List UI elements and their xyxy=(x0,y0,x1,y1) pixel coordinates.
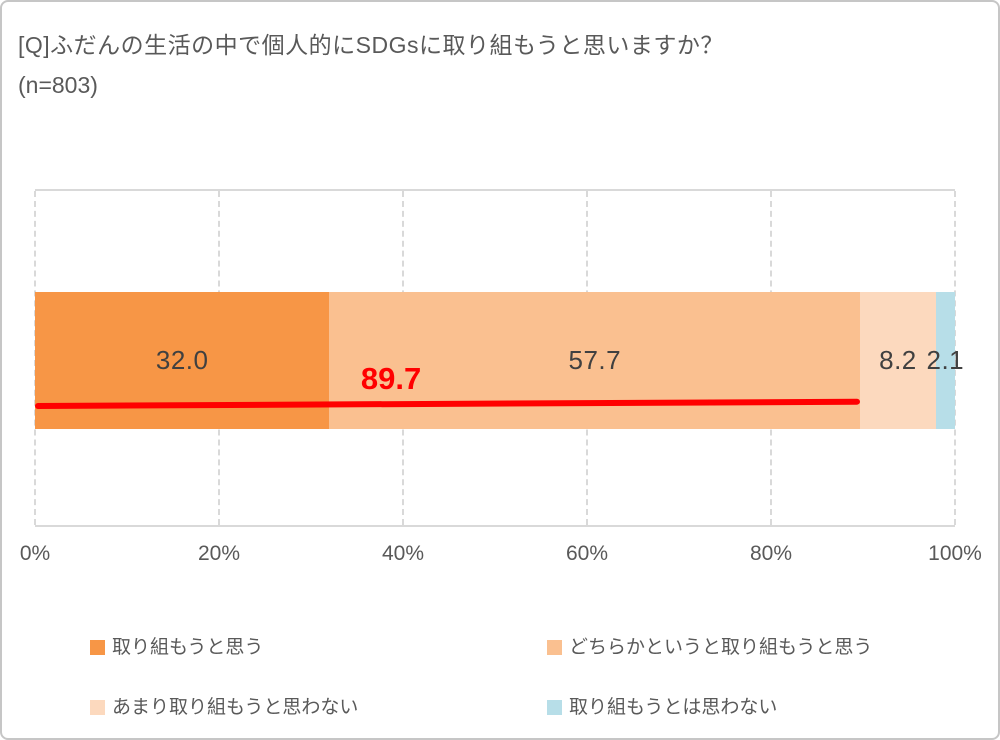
total-annotation-value: 89.7 xyxy=(360,361,422,396)
bar-value-label: 2.1 xyxy=(926,345,965,375)
legend-item-2: どちらかというと取り組もうと思う xyxy=(547,636,950,696)
legend-swatch xyxy=(90,640,105,655)
sample-size-label: (n=803) xyxy=(18,72,98,98)
x-axis-tick-label: 40% xyxy=(381,542,425,565)
legend-item-1: 取り組もうと思う xyxy=(90,636,547,696)
gridline xyxy=(954,191,956,525)
legend-label: 取り組もうとは思わない xyxy=(569,697,778,718)
x-axis: 0% 20% 40% 60% 80% 100% xyxy=(20,542,982,570)
legend-swatch xyxy=(547,700,562,715)
stacked-bar: 32.0 57.7 8.2 2.1 xyxy=(35,292,964,429)
x-axis-tick-label: 20% xyxy=(197,542,241,565)
plot-area: 32.0 57.7 8.2 2.1 89.7 xyxy=(34,189,964,527)
x-axis-tick-label: 80% xyxy=(749,542,793,565)
legend-swatch xyxy=(547,640,562,655)
legend-item-4: 取り組もうとは思わない xyxy=(547,696,950,738)
bar-value-label: 8.2 xyxy=(879,345,917,375)
bar-segment-3: 8.2 xyxy=(860,292,936,429)
bar-segment-4: 2.1 xyxy=(927,292,964,429)
bar-value-label: 57.7 xyxy=(568,345,622,375)
x-axis-tick-label: 100% xyxy=(928,542,982,565)
legend-label: あまり取り組もうと思わない xyxy=(112,697,359,718)
x-axis-tick-label: 60% xyxy=(565,542,609,565)
bar-value-label: 32.0 xyxy=(155,345,209,375)
legend: 取り組もうと思う どちらかというと取り組もうと思うあまり取り組もうと思わない 取り組… xyxy=(90,636,950,738)
legend-label: どちらかというと取り組もうと思う xyxy=(569,637,873,658)
chart-title: [Q]ふだんの生活の中で個人的にSDGsに取り組もうと思いますか？ xyxy=(18,32,724,58)
x-axis-tick-label: 0% xyxy=(19,542,51,565)
legend-item-3: あまり取り組もうと思わない xyxy=(90,696,547,738)
legend-label: 取り組もうと思う xyxy=(112,637,264,658)
legend-swatch xyxy=(90,700,105,715)
